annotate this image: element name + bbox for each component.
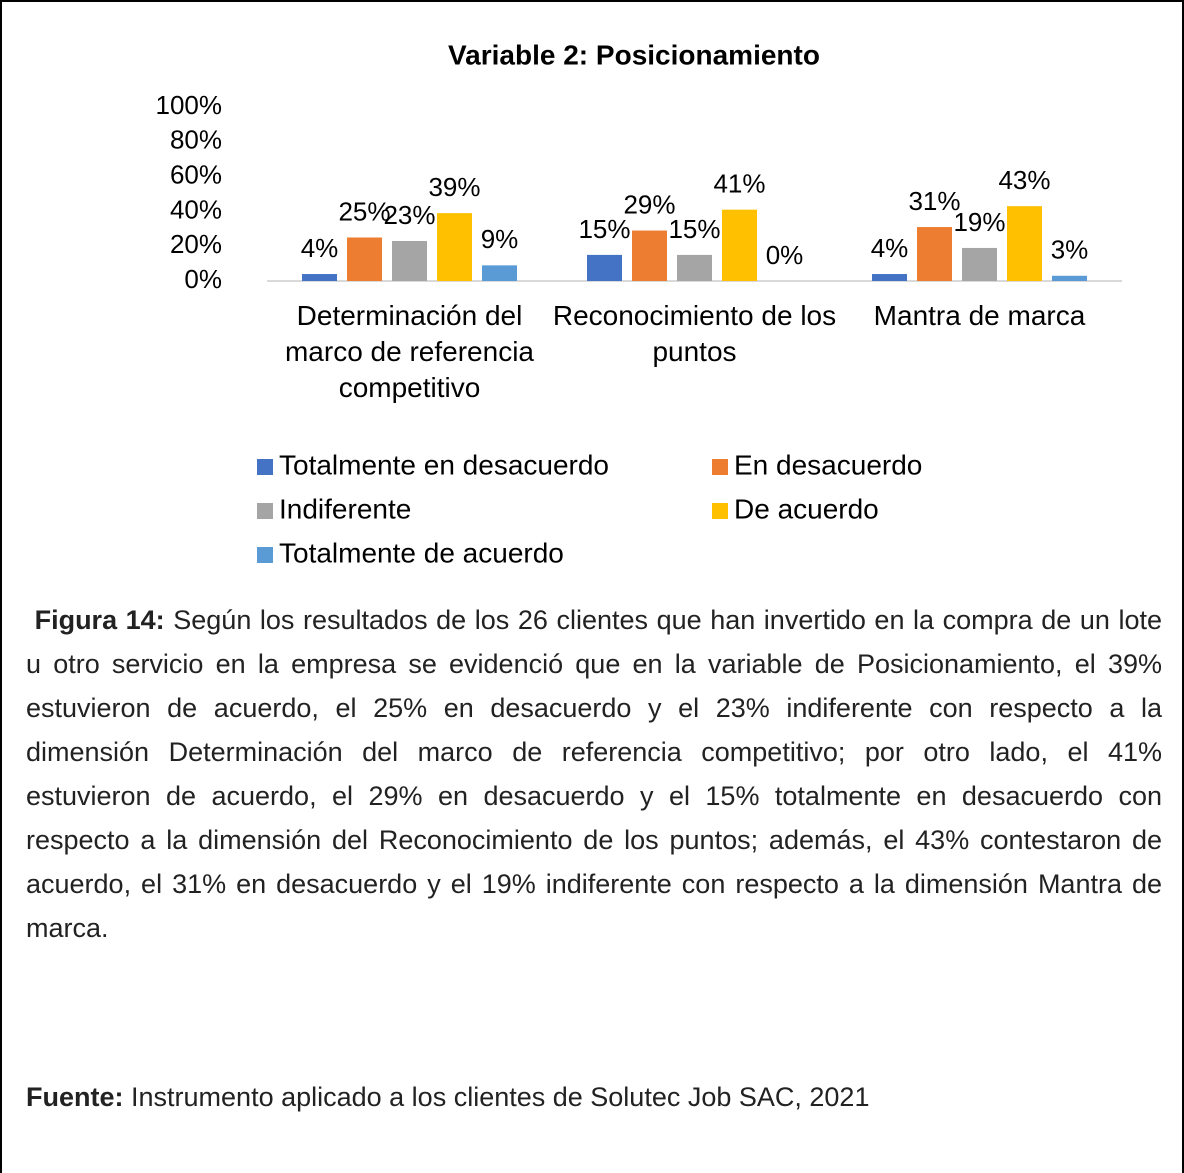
caption-text: Según los resultados de los 26 clientes … bbox=[26, 605, 1162, 943]
y-tick-label: 20% bbox=[170, 229, 222, 259]
y-tick-label: 40% bbox=[170, 194, 222, 224]
bar bbox=[962, 247, 997, 281]
data-label: 39% bbox=[428, 172, 480, 202]
bar bbox=[917, 227, 952, 281]
y-tick-label: 100% bbox=[156, 90, 223, 120]
legend-label: En desacuerdo bbox=[734, 449, 922, 480]
data-label: 25% bbox=[338, 196, 390, 226]
bar bbox=[1052, 275, 1087, 281]
legend-label: Indiferente bbox=[279, 493, 411, 524]
chart-title: Variable 2: Posicionamiento bbox=[448, 39, 820, 70]
legend-label: Totalmente de acuerdo bbox=[279, 537, 564, 568]
data-label: 4% bbox=[871, 233, 909, 263]
legend-swatch bbox=[257, 503, 273, 519]
data-label: 31% bbox=[908, 186, 960, 216]
chart: Variable 2: Posicionamiento 0% 20% 40% 60% 8… bbox=[156, 39, 1122, 568]
legend-swatch bbox=[257, 547, 273, 563]
source: Fuente: Instrumento aplicado a los clien… bbox=[26, 1082, 869, 1113]
legend-swatch bbox=[257, 459, 273, 475]
bar bbox=[392, 240, 427, 281]
legend-label: Totalmente en desacuerdo bbox=[279, 449, 609, 480]
bar bbox=[302, 274, 337, 281]
data-label: 0% bbox=[766, 240, 804, 270]
source-label: Fuente: bbox=[26, 1082, 124, 1112]
x-tick-label: Determinación del marco de referencia co… bbox=[284, 300, 534, 403]
caption: Figura 14: Según los resultados de los 2… bbox=[26, 598, 1162, 950]
caption-label: Figura 14: bbox=[34, 605, 165, 635]
data-label: 19% bbox=[953, 207, 1005, 237]
bar bbox=[1007, 206, 1042, 281]
data-label: 23% bbox=[383, 200, 435, 230]
legend-swatch bbox=[712, 459, 728, 475]
bar bbox=[872, 274, 907, 281]
data-label: 3% bbox=[1051, 235, 1089, 265]
data-label: 43% bbox=[998, 165, 1050, 195]
bar bbox=[722, 209, 757, 281]
y-tick-label: 60% bbox=[170, 159, 222, 189]
x-tick-label: Reconocimiento de los puntos bbox=[552, 300, 837, 367]
bar bbox=[482, 265, 517, 281]
x-tick-label: Mantra de marca bbox=[873, 300, 1086, 331]
data-label: 15% bbox=[668, 214, 720, 244]
legend-swatch bbox=[712, 503, 728, 519]
bar bbox=[437, 213, 472, 281]
data-label: 29% bbox=[623, 189, 675, 219]
data-label: 9% bbox=[481, 224, 519, 254]
y-tick-label: 80% bbox=[170, 125, 222, 155]
bar bbox=[587, 254, 622, 281]
bar bbox=[347, 237, 382, 281]
data-label: 41% bbox=[713, 169, 765, 199]
bar bbox=[632, 230, 667, 281]
y-tick-label: 0% bbox=[184, 264, 222, 294]
data-label: 4% bbox=[301, 233, 339, 263]
bar bbox=[677, 254, 712, 281]
legend-label: De acuerdo bbox=[734, 493, 879, 524]
source-text: Instrumento aplicado a los clientes de S… bbox=[131, 1082, 870, 1112]
data-label: 15% bbox=[578, 214, 630, 244]
